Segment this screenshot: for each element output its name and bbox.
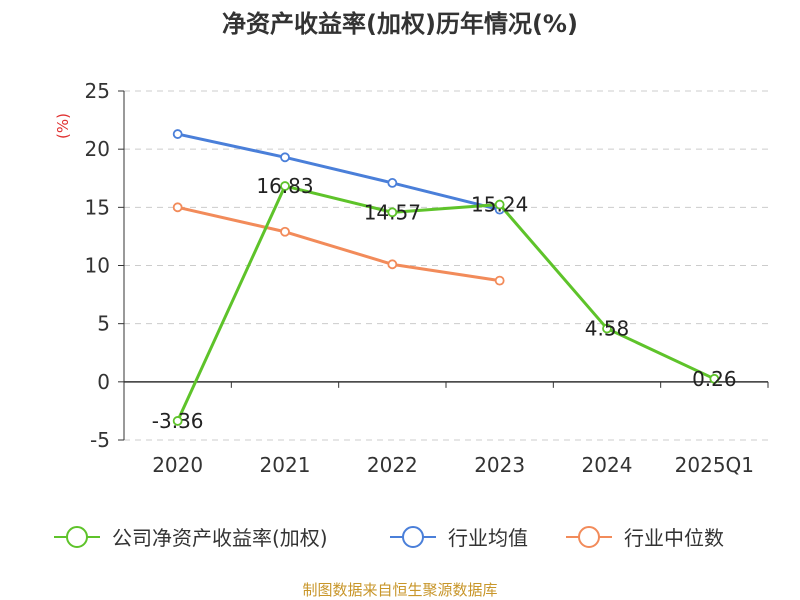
y-tick-label: 5 — [97, 312, 110, 336]
data-point — [172, 202, 183, 213]
data-point — [280, 181, 290, 191]
series-line — [177, 132, 501, 212]
series-2 — [172, 202, 505, 286]
legend-swatch-marker — [578, 526, 600, 548]
data-point — [387, 178, 398, 188]
data-label: 4.58 — [585, 317, 630, 341]
data-label: 15.24 — [471, 193, 528, 217]
data-point — [709, 373, 720, 384]
x-tick-label: 2021 — [260, 453, 311, 477]
series-line — [177, 205, 500, 283]
series-line — [176, 184, 715, 422]
legend-item: 行业中位数 — [566, 526, 724, 550]
data-point — [602, 323, 612, 334]
legend-item: 行业均值 — [390, 526, 528, 550]
data-point — [494, 199, 505, 210]
y-tick-label: 20 — [85, 137, 110, 161]
legend-swatch-marker — [66, 526, 88, 548]
data-point — [172, 416, 183, 426]
legend-label: 行业中位数 — [624, 526, 724, 550]
x-tick-label: 2023 — [474, 453, 525, 477]
y-tick-label: 15 — [85, 195, 110, 219]
legend-swatch-marker — [402, 526, 424, 548]
source-note: 制图数据来自恒生聚源数据库 — [302, 581, 497, 599]
legend-item: 公司净资产收益率(加权) — [54, 526, 328, 550]
data-label: 14.57 — [364, 200, 421, 224]
x-tick-label: 2024 — [582, 453, 633, 477]
y-tick-label: 0 — [97, 370, 110, 394]
x-tick-label: 2025Q1 — [675, 453, 754, 477]
y-tick-label: 25 — [85, 79, 110, 103]
y-axis-unit: (%) — [54, 113, 72, 139]
y-tick-label: -5 — [90, 428, 110, 452]
data-label: -3.36 — [152, 409, 204, 433]
axes: -5 0 5 10 15 20 25 2020 2021 2022 2023 2024 2025Q1 — [85, 79, 769, 477]
x-tick-label: 2022 — [367, 453, 418, 477]
data-labels: -3.36 16.83 14.57 15.24 4.58 0.26 — [152, 174, 737, 433]
data-point — [280, 152, 290, 163]
legend-label: 行业均值 — [448, 526, 528, 550]
data-point — [494, 275, 505, 286]
chart-title: 净资产收益率(加权)历年情况(%) — [222, 10, 578, 38]
series-group — [172, 129, 720, 426]
data-label: 0.26 — [692, 367, 737, 391]
data-point — [387, 259, 398, 270]
data-label: 16.83 — [256, 174, 313, 198]
legend-label: 公司净资产收益率(加权) — [112, 526, 328, 550]
data-point — [172, 129, 183, 139]
series-0 — [172, 181, 720, 426]
data-point — [387, 207, 398, 218]
series-1 — [172, 129, 505, 215]
y-tick-label: 10 — [85, 254, 110, 278]
legend: 公司净资产收益率(加权) 行业均值 行业中位数 — [54, 526, 724, 550]
data-point — [280, 226, 290, 237]
x-tick-label: 2020 — [152, 453, 203, 477]
